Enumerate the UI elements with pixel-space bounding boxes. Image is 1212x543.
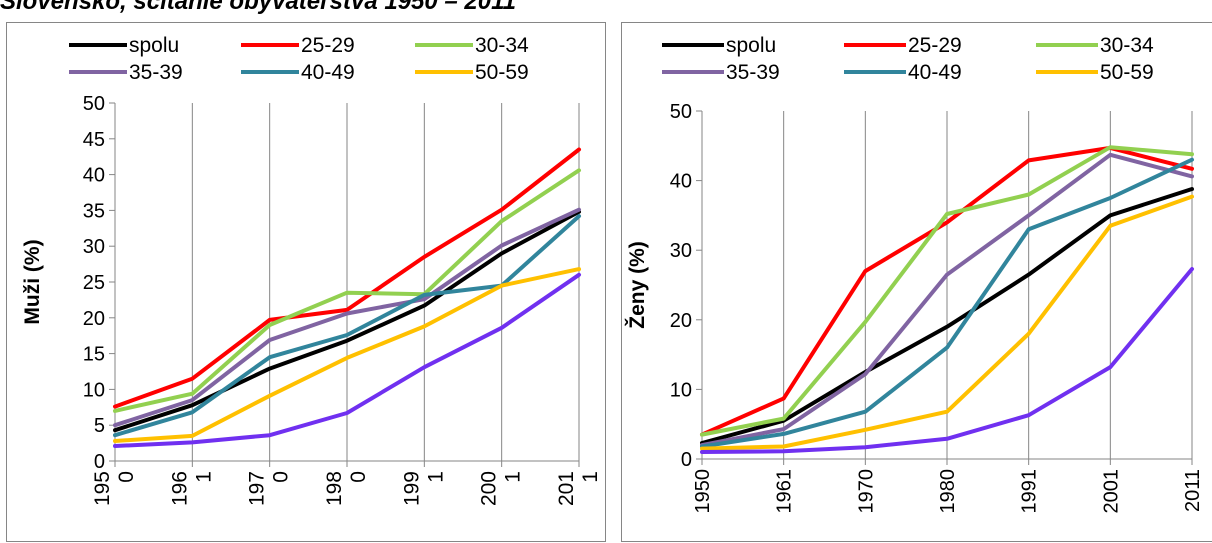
legend-label-25-29: 25-29 <box>908 34 962 57</box>
chart-panel-women: 0 10 20 30 40 50 1950 1961 1970 1980 1991 2001 2011 Ž… <box>621 22 1212 542</box>
x-tick-label: 2001 <box>1100 469 1122 514</box>
x-tick-label: 195 <box>91 471 114 506</box>
x-tick-label: 1991 <box>1019 469 1041 514</box>
page-title: Slovensko, sčítanie obyvateľstva 1950 – … <box>0 0 517 15</box>
x-tick-label: 199 <box>400 471 423 506</box>
x-tick-label: 201 <box>555 471 578 506</box>
chart-women-svg: 0 10 20 30 40 50 1950 1961 1970 1980 1991 2001 2011 Ž… <box>625 34 1204 514</box>
y-tick-label: 0 <box>681 449 692 471</box>
x-tick-label: 0 <box>270 471 293 483</box>
x-tick-label: 1 <box>502 471 525 483</box>
x-tick-label: 196 <box>168 471 191 506</box>
legend-label-30-34: 30-34 <box>475 34 529 57</box>
x-tick-label: 0 <box>347 471 370 483</box>
series-line-50-59 <box>700 194 1194 451</box>
legend-label-40-49: 40-49 <box>301 61 355 84</box>
series-line-35-39 <box>700 152 1194 448</box>
y-tick-label: 10 <box>83 379 105 401</box>
y-tick-label: 40 <box>670 171 692 193</box>
y-tick-label: 40 <box>83 165 105 187</box>
series-line-40-49 <box>700 157 1194 449</box>
series-line-spolu <box>700 187 1194 445</box>
x-tick-label: 200 <box>478 471 501 506</box>
x-tick-label: 1950 <box>692 469 714 514</box>
x-tick-label: 2011 <box>1182 469 1204 512</box>
x-tick-label: 1 <box>579 471 602 483</box>
y-tick-label: 50 <box>670 101 692 123</box>
legend-label-spolu: spolu <box>129 34 179 57</box>
legend-label-30-34: 30-34 <box>1100 34 1154 57</box>
series-line-spolu <box>113 209 581 433</box>
legend-label-40-49: 40-49 <box>908 61 962 84</box>
y-tick-label: 0 <box>94 451 105 473</box>
legend-label-50-59: 50-59 <box>1100 61 1154 84</box>
legend-label-spolu: spolu <box>726 34 776 57</box>
y-tick-label: 25 <box>83 272 105 294</box>
x-tick-label: 198 <box>323 471 346 506</box>
legend-label-25-29: 25-29 <box>301 34 355 57</box>
y-axis-label: Muži (%) <box>21 239 44 324</box>
y-tick-label: 20 <box>83 308 105 330</box>
y-tick-label: 15 <box>83 344 105 366</box>
y-tick-label: 30 <box>83 236 105 258</box>
y-axis-label: Ženy (%) <box>625 241 649 329</box>
legend-label-50-59: 50-59 <box>475 61 529 84</box>
legend-label-35-39: 35-39 <box>129 61 183 84</box>
y-tick-label: 45 <box>83 129 105 151</box>
y-tick-label: 20 <box>670 310 692 332</box>
series-line-30-34 <box>700 145 1194 437</box>
x-tick-label: 1961 <box>774 469 796 514</box>
series-line-unlabeled <box>700 267 1194 454</box>
x-tick-label: 0 <box>115 471 138 483</box>
y-tick-label: 30 <box>670 240 692 262</box>
series-line-35-39 <box>113 207 581 428</box>
y-tick-label: 10 <box>670 379 692 401</box>
x-tick-label: 1980 <box>937 469 959 514</box>
legend-label-35-39: 35-39 <box>726 61 780 84</box>
y-tick-label: 50 <box>83 93 105 115</box>
x-tick-label: 1 <box>192 471 215 483</box>
x-tick-label: 1970 <box>855 469 877 514</box>
chart-panel-men: 0 5 10 15 20 25 30 35 40 45 50 195 0 196 1 197 0 198 0 199 1… <box>6 22 606 542</box>
series-line-25-29 <box>113 147 581 409</box>
series-line-30-34 <box>113 168 581 413</box>
x-tick-label: 197 <box>246 471 269 506</box>
series-line-50-59 <box>113 267 581 443</box>
y-tick-label: 35 <box>83 200 105 222</box>
y-tick-label: 5 <box>94 415 105 437</box>
series-line-unlabeled <box>113 272 581 448</box>
x-tick-label: 1 <box>424 471 447 483</box>
